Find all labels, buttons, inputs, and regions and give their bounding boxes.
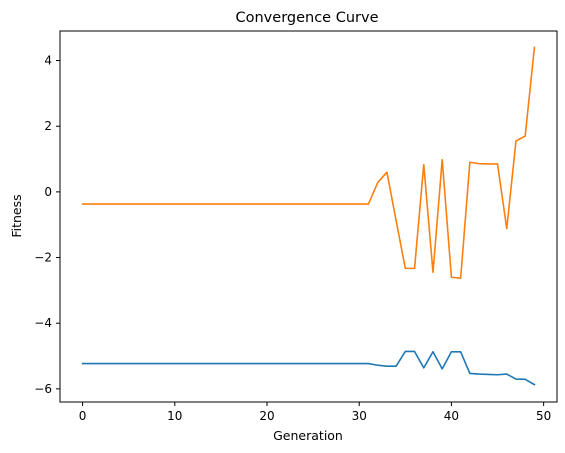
series-line-1	[81, 350, 536, 386]
y-tick-label: −2	[34, 251, 52, 265]
y-tick-label: 2	[44, 119, 52, 133]
x-axis-label: Generation	[273, 428, 343, 443]
x-tick-label: 30	[352, 409, 367, 423]
y-tick-label: 0	[44, 185, 52, 199]
x-tick-label: 0	[79, 409, 87, 423]
x-tick-label: 50	[536, 409, 551, 423]
y-tick-label: −4	[34, 316, 52, 330]
series-line-2	[81, 46, 536, 280]
y-axis-label: Fitness	[9, 194, 24, 237]
x-tick-label: 10	[167, 409, 182, 423]
series-layer	[81, 46, 536, 386]
x-tick-label: 20	[259, 409, 274, 423]
plot-frame	[59, 30, 558, 403]
x-axis: 0 10 20 30 40 50	[79, 402, 551, 423]
chart-title: Convergence Curve	[236, 10, 379, 26]
x-tick-label: 40	[444, 409, 459, 423]
y-axis: −6 −4 −2 0 2 4	[34, 54, 60, 396]
y-tick-label: 4	[44, 54, 52, 68]
y-tick-label: −6	[34, 382, 52, 396]
